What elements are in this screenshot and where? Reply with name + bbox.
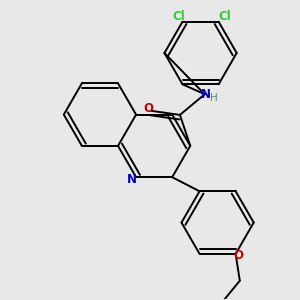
Text: H: H xyxy=(210,93,218,103)
Text: Cl: Cl xyxy=(172,10,185,23)
Text: N: N xyxy=(201,88,211,101)
Text: O: O xyxy=(143,102,153,115)
Text: O: O xyxy=(234,249,244,262)
Text: N: N xyxy=(128,173,137,186)
Text: Cl: Cl xyxy=(218,10,231,23)
